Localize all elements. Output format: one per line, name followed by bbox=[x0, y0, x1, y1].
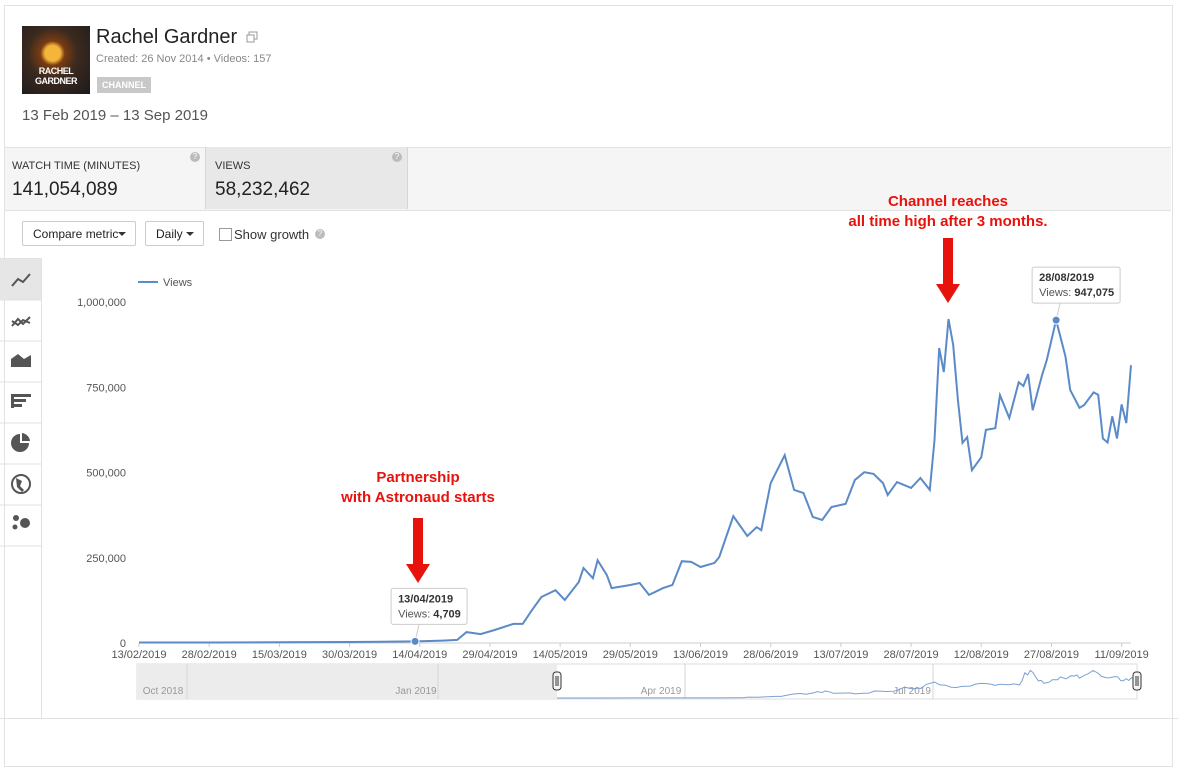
x-tick-label: 13/02/2019 bbox=[111, 649, 166, 661]
x-tick-label: 27/08/2019 bbox=[1024, 649, 1079, 661]
x-tick-label: 28/07/2019 bbox=[884, 649, 939, 661]
x-tick-label: 13/07/2019 bbox=[813, 649, 868, 661]
tooltip-value-label: Views: bbox=[1039, 287, 1071, 299]
x-tick-label: 30/03/2019 bbox=[322, 649, 377, 661]
interval-button[interactable]: Daily bbox=[145, 221, 204, 246]
map-icon-land bbox=[16, 478, 24, 492]
videos: Videos: 157 bbox=[213, 53, 272, 65]
highlight-point bbox=[1051, 315, 1061, 325]
x-tick-label: 15/03/2019 bbox=[252, 649, 307, 661]
tooltip-value: Views: 947,075 bbox=[1039, 287, 1114, 299]
x-tick-label: 29/05/2019 bbox=[603, 649, 658, 661]
tooltip-value-label: Views: bbox=[398, 608, 430, 620]
arrow bbox=[406, 238, 960, 583]
tooltip-value-number: 4,709 bbox=[433, 608, 461, 620]
chart: 0 250,000 500,000 750,000 1,000,000 13/02/201… bbox=[77, 193, 1149, 700]
channel-name[interactable]: Rachel Gardner bbox=[96, 26, 238, 48]
growth-label[interactable]: Show growth bbox=[234, 227, 310, 242]
metric-label: WATCH TIME (MINUTES) bbox=[12, 160, 141, 172]
tooltip-value-number: 947,075 bbox=[1074, 287, 1114, 299]
x-tick-label: 29/04/2019 bbox=[462, 649, 517, 661]
x-tick-label: 14/04/2019 bbox=[392, 649, 447, 661]
tooltip bbox=[1031, 266, 1121, 304]
separator: • bbox=[206, 53, 211, 65]
navigator-label: Jul 2019 bbox=[893, 686, 931, 697]
navigator-mask bbox=[137, 664, 557, 699]
metrics-row bbox=[5, 147, 1171, 211]
metric-value: 58,232,462 bbox=[215, 179, 311, 200]
channel-thumbnail[interactable]: RACHEL GARDNER bbox=[22, 26, 90, 94]
x-tick-label: 28/06/2019 bbox=[743, 649, 798, 661]
chart-type-icons bbox=[0, 259, 41, 547]
metric-tab[interactable]: WATCH TIME (MINUTES) 141,054,089 ? bbox=[5, 147, 204, 209]
multi-line-icon[interactable] bbox=[11, 318, 31, 327]
navigator-handle[interactable] bbox=[1132, 671, 1142, 691]
navigator-handle[interactable] bbox=[552, 671, 562, 691]
divider bbox=[0, 718, 1178, 719]
legend-label: Views bbox=[163, 277, 193, 289]
x-tick-label: 12/08/2019 bbox=[954, 649, 1009, 661]
highlight-point bbox=[410, 636, 420, 646]
help-icon[interactable]: ? bbox=[315, 229, 325, 239]
navigator-label: Jan 2019 bbox=[395, 686, 437, 697]
navigator-label: Oct 2018 bbox=[143, 686, 184, 697]
tooltip-date: 13/04/2019 bbox=[398, 593, 453, 605]
external-link-icon[interactable] bbox=[246, 31, 258, 43]
tooltip-value: Views: 4,709 bbox=[398, 608, 461, 620]
page: RACHEL GARDNER Rachel Gardner Created: 2… bbox=[0, 5, 1178, 767]
metric-tab-selected[interactable]: VIEWS 58,232,462 ? bbox=[205, 147, 408, 209]
x-tick-label: 14/05/2019 bbox=[533, 649, 588, 661]
series-line bbox=[139, 318, 1132, 644]
y-tick-label: 250,000 bbox=[86, 553, 126, 565]
pie-icon[interactable] bbox=[11, 433, 30, 452]
y-tick-label: 750,000 bbox=[86, 382, 126, 394]
chart-type-sidebar bbox=[0, 258, 42, 719]
date-range[interactable]: 13 Feb 2019 – 13 Sep 2019 bbox=[22, 107, 208, 124]
metric-value: 141,054,089 bbox=[12, 179, 118, 200]
x-tick-label: 13/06/2019 bbox=[673, 649, 728, 661]
channel-badge: CHANNEL bbox=[97, 77, 151, 93]
x-tick-label: 11/09/2019 bbox=[1095, 649, 1149, 661]
tooltip bbox=[390, 587, 468, 625]
line-chart-icon[interactable] bbox=[11, 273, 31, 287]
y-tick-label: 1,000,000 bbox=[77, 297, 126, 309]
x-tick-label: 28/02/2019 bbox=[182, 649, 237, 661]
bar-icon[interactable] bbox=[11, 394, 31, 408]
thumbnail-text: GARDNER bbox=[34, 76, 78, 86]
channel-meta: Created: 26 Nov 2014 • Videos: 157 bbox=[96, 53, 272, 65]
annotation: with Astronaud starts bbox=[340, 489, 495, 506]
bubble-icon[interactable] bbox=[12, 515, 31, 530]
y-tick-label: 0 bbox=[120, 638, 126, 650]
tooltip-date: 28/08/2019 bbox=[1039, 272, 1094, 284]
compare-metric-button[interactable]: Compare metric bbox=[22, 221, 136, 246]
annotation: Partnership bbox=[376, 469, 459, 486]
map-icon[interactable] bbox=[11, 474, 31, 494]
growth-checkbox[interactable] bbox=[219, 228, 232, 241]
navigator-line bbox=[557, 669, 1138, 699]
metric-label: VIEWS bbox=[215, 160, 251, 172]
help-icon[interactable]: ? bbox=[392, 152, 402, 162]
help-icon[interactable]: ? bbox=[190, 152, 200, 162]
annotation: all time high after 3 months. bbox=[848, 213, 1047, 230]
area-icon[interactable] bbox=[11, 354, 31, 367]
navigator-label: Apr 2019 bbox=[641, 686, 682, 697]
annotation: Channel reaches bbox=[888, 193, 1008, 210]
y-tick-label: 500,000 bbox=[86, 468, 126, 480]
created: Created: 26 Nov 2014 bbox=[96, 53, 204, 65]
thumbnail-text: RACHEL bbox=[38, 66, 74, 76]
